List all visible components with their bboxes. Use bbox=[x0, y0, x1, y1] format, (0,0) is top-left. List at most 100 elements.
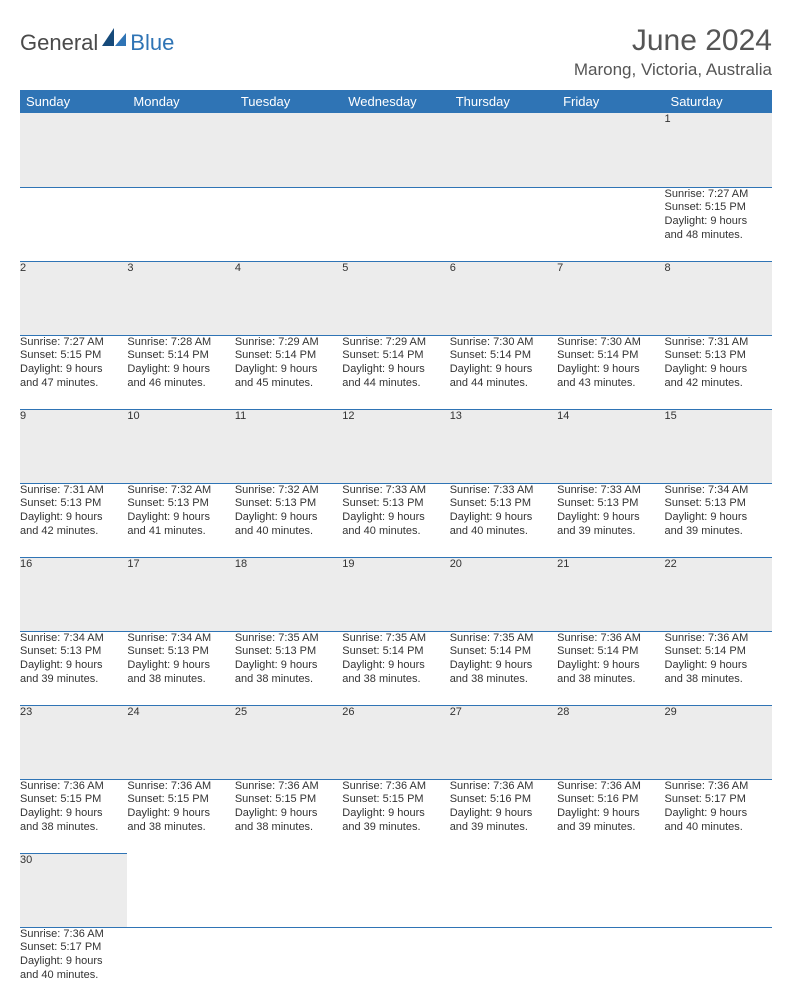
sunrise-text: Sunrise: 7:35 AM bbox=[342, 632, 449, 646]
day-number-cell bbox=[342, 853, 449, 927]
sunrise-text: Sunrise: 7:33 AM bbox=[342, 484, 449, 498]
day-data-cell: Sunrise: 7:36 AMSunset: 5:17 PMDaylight:… bbox=[665, 779, 772, 853]
day-number-cell: 11 bbox=[235, 409, 342, 483]
day-info: Sunrise: 7:36 AMSunset: 5:15 PMDaylight:… bbox=[235, 780, 342, 835]
daylight-text: and 41 minutes. bbox=[127, 525, 234, 539]
day-info: Sunrise: 7:29 AMSunset: 5:14 PMDaylight:… bbox=[235, 336, 342, 391]
day-info: Sunrise: 7:27 AMSunset: 5:15 PMDaylight:… bbox=[20, 336, 127, 391]
day-number-cell: 28 bbox=[557, 705, 664, 779]
daylight-text: Daylight: 9 hours bbox=[342, 807, 449, 821]
daylight-text: Daylight: 9 hours bbox=[20, 807, 127, 821]
daylight-text: and 39 minutes. bbox=[665, 525, 772, 539]
day-data-cell bbox=[557, 187, 664, 261]
daylight-text: and 39 minutes. bbox=[342, 821, 449, 835]
day-number-cell: 16 bbox=[20, 557, 127, 631]
daylight-text: and 44 minutes. bbox=[450, 377, 557, 391]
day-number-cell bbox=[235, 113, 342, 187]
sunrise-text: Sunrise: 7:36 AM bbox=[557, 780, 664, 794]
daylight-text: Daylight: 9 hours bbox=[450, 363, 557, 377]
day-info: Sunrise: 7:36 AMSunset: 5:14 PMDaylight:… bbox=[665, 632, 772, 687]
daylight-text: Daylight: 9 hours bbox=[127, 659, 234, 673]
sunset-text: Sunset: 5:13 PM bbox=[450, 497, 557, 511]
sunrise-text: Sunrise: 7:36 AM bbox=[127, 780, 234, 794]
daylight-text: and 40 minutes. bbox=[20, 969, 127, 983]
day-data-row: Sunrise: 7:31 AMSunset: 5:13 PMDaylight:… bbox=[20, 483, 772, 557]
daylight-text: Daylight: 9 hours bbox=[235, 363, 342, 377]
day-data-cell: Sunrise: 7:31 AMSunset: 5:13 PMDaylight:… bbox=[665, 335, 772, 409]
daylight-text: and 38 minutes. bbox=[342, 673, 449, 687]
sunset-text: Sunset: 5:15 PM bbox=[20, 349, 127, 363]
day-number-cell bbox=[20, 113, 127, 187]
day-number-cell: 19 bbox=[342, 557, 449, 631]
day-data-cell: Sunrise: 7:36 AMSunset: 5:15 PMDaylight:… bbox=[342, 779, 449, 853]
day-info: Sunrise: 7:34 AMSunset: 5:13 PMDaylight:… bbox=[665, 484, 772, 539]
sunrise-text: Sunrise: 7:34 AM bbox=[127, 632, 234, 646]
day-info: Sunrise: 7:31 AMSunset: 5:13 PMDaylight:… bbox=[665, 336, 772, 391]
daylight-text: and 38 minutes. bbox=[20, 821, 127, 835]
day-data-cell: Sunrise: 7:30 AMSunset: 5:14 PMDaylight:… bbox=[450, 335, 557, 409]
weekday-header: Monday bbox=[127, 90, 234, 113]
daylight-text: and 38 minutes. bbox=[235, 673, 342, 687]
sunset-text: Sunset: 5:15 PM bbox=[665, 201, 772, 215]
sunrise-text: Sunrise: 7:36 AM bbox=[557, 632, 664, 646]
day-info: Sunrise: 7:31 AMSunset: 5:13 PMDaylight:… bbox=[20, 484, 127, 539]
day-data-row: Sunrise: 7:36 AMSunset: 5:17 PMDaylight:… bbox=[20, 927, 772, 1001]
day-data-cell: Sunrise: 7:27 AMSunset: 5:15 PMDaylight:… bbox=[20, 335, 127, 409]
day-number-cell: 30 bbox=[20, 853, 127, 927]
sunset-text: Sunset: 5:13 PM bbox=[235, 497, 342, 511]
sunrise-text: Sunrise: 7:31 AM bbox=[20, 484, 127, 498]
day-number-row: 23242526272829 bbox=[20, 705, 772, 779]
sunset-text: Sunset: 5:13 PM bbox=[665, 497, 772, 511]
day-info: Sunrise: 7:32 AMSunset: 5:13 PMDaylight:… bbox=[127, 484, 234, 539]
day-number-cell: 24 bbox=[127, 705, 234, 779]
day-number-cell: 1 bbox=[665, 113, 772, 187]
day-number-cell bbox=[450, 853, 557, 927]
day-data-cell bbox=[342, 927, 449, 1001]
day-number-cell: 17 bbox=[127, 557, 234, 631]
sunset-text: Sunset: 5:13 PM bbox=[127, 645, 234, 659]
day-data-row: Sunrise: 7:27 AMSunset: 5:15 PMDaylight:… bbox=[20, 335, 772, 409]
sunset-text: Sunset: 5:13 PM bbox=[342, 497, 449, 511]
sunset-text: Sunset: 5:14 PM bbox=[557, 349, 664, 363]
daylight-text: Daylight: 9 hours bbox=[557, 511, 664, 525]
sunrise-text: Sunrise: 7:36 AM bbox=[20, 928, 127, 942]
sunrise-text: Sunrise: 7:36 AM bbox=[450, 780, 557, 794]
day-number-cell bbox=[235, 853, 342, 927]
day-data-cell: Sunrise: 7:36 AMSunset: 5:15 PMDaylight:… bbox=[127, 779, 234, 853]
sunrise-text: Sunrise: 7:36 AM bbox=[665, 780, 772, 794]
day-number-cell: 10 bbox=[127, 409, 234, 483]
day-data-cell: Sunrise: 7:31 AMSunset: 5:13 PMDaylight:… bbox=[20, 483, 127, 557]
daylight-text: Daylight: 9 hours bbox=[127, 511, 234, 525]
day-number-cell: 25 bbox=[235, 705, 342, 779]
daylight-text: Daylight: 9 hours bbox=[557, 363, 664, 377]
daylight-text: and 40 minutes. bbox=[450, 525, 557, 539]
day-number-row: 1 bbox=[20, 113, 772, 187]
day-info: Sunrise: 7:36 AMSunset: 5:14 PMDaylight:… bbox=[557, 632, 664, 687]
day-data-cell: Sunrise: 7:33 AMSunset: 5:13 PMDaylight:… bbox=[450, 483, 557, 557]
page-header: General Blue June 2024 Marong, Victoria,… bbox=[20, 24, 772, 80]
day-number-cell bbox=[127, 113, 234, 187]
daylight-text: and 39 minutes. bbox=[20, 673, 127, 687]
day-number-row: 9101112131415 bbox=[20, 409, 772, 483]
daylight-text: Daylight: 9 hours bbox=[342, 511, 449, 525]
day-data-cell: Sunrise: 7:35 AMSunset: 5:14 PMDaylight:… bbox=[342, 631, 449, 705]
daylight-text: and 43 minutes. bbox=[557, 377, 664, 391]
daylight-text: Daylight: 9 hours bbox=[557, 659, 664, 673]
day-data-cell: Sunrise: 7:36 AMSunset: 5:14 PMDaylight:… bbox=[557, 631, 664, 705]
day-number-cell: 29 bbox=[665, 705, 772, 779]
month-title: June 2024 bbox=[574, 24, 772, 58]
daylight-text: and 42 minutes. bbox=[665, 377, 772, 391]
weekday-header: Friday bbox=[557, 90, 664, 113]
day-number-cell bbox=[450, 113, 557, 187]
logo-text-general: General bbox=[20, 30, 98, 56]
daylight-text: and 39 minutes. bbox=[557, 821, 664, 835]
sunset-text: Sunset: 5:14 PM bbox=[235, 349, 342, 363]
day-data-cell bbox=[450, 187, 557, 261]
daylight-text: Daylight: 9 hours bbox=[665, 215, 772, 229]
day-data-row: Sunrise: 7:34 AMSunset: 5:13 PMDaylight:… bbox=[20, 631, 772, 705]
daylight-text: Daylight: 9 hours bbox=[20, 955, 127, 969]
day-number-cell: 27 bbox=[450, 705, 557, 779]
daylight-text: Daylight: 9 hours bbox=[450, 807, 557, 821]
sunrise-text: Sunrise: 7:33 AM bbox=[450, 484, 557, 498]
day-number-row: 30 bbox=[20, 853, 772, 927]
